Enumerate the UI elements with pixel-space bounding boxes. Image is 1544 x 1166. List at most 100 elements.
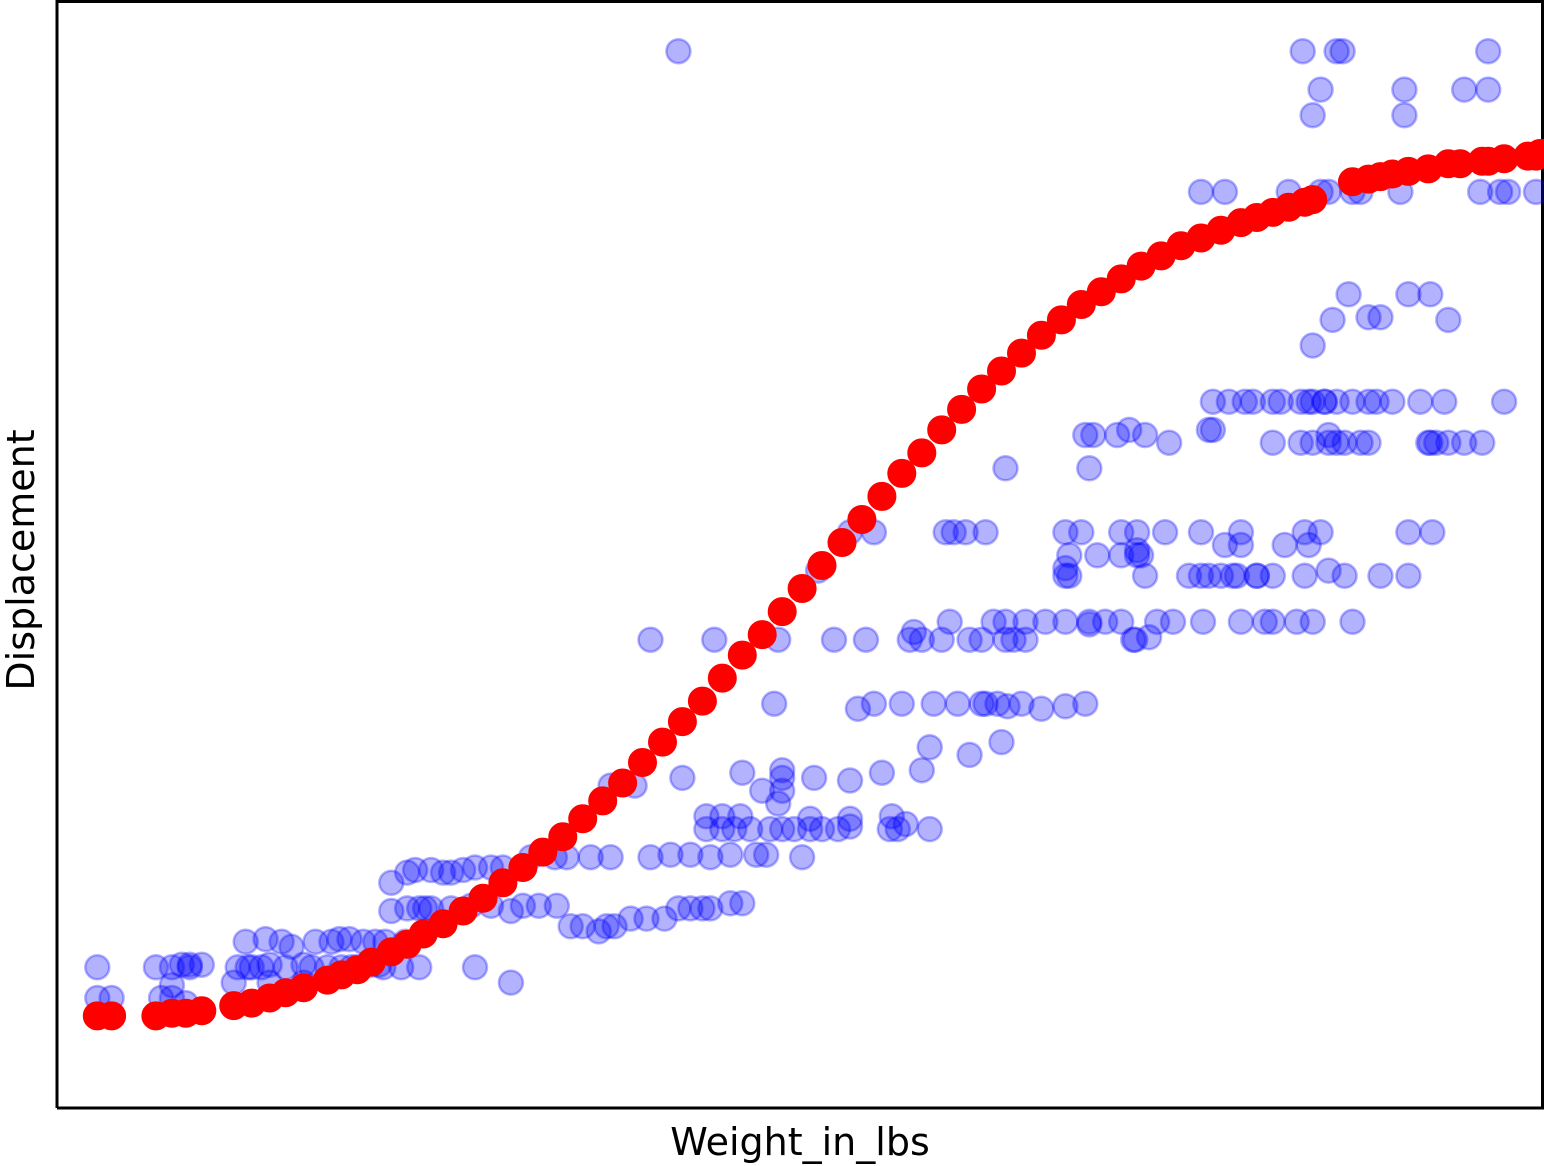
- observed-point: [940, 518, 967, 546]
- fitted-point: [847, 505, 877, 534]
- observed-point: [657, 841, 684, 868]
- fitted-point: [508, 853, 538, 882]
- observed-point: [1295, 531, 1322, 559]
- observed-point: [736, 815, 764, 843]
- observed-point: [1339, 388, 1366, 415]
- fitted-point: [1298, 185, 1328, 215]
- observed-point: [1123, 542, 1151, 569]
- observed-point: [752, 841, 780, 868]
- observed-point: [393, 859, 421, 886]
- observed-point: [1155, 429, 1183, 456]
- observed-point: [1223, 562, 1251, 590]
- observed-point: [756, 815, 784, 843]
- observed-point: [158, 971, 186, 999]
- observed-point: [1107, 518, 1135, 546]
- observed-point: [768, 764, 796, 792]
- observed-point: [1056, 542, 1083, 569]
- observed-point: [1131, 421, 1159, 449]
- observed-point: [932, 518, 959, 546]
- observed-point: [176, 954, 204, 981]
- observed-point: [796, 815, 824, 843]
- observed-point: [256, 951, 283, 978]
- fitted-point: [867, 481, 897, 511]
- fitted-point: [488, 868, 518, 898]
- observed-point: [336, 925, 363, 953]
- observed-point: [1032, 608, 1059, 636]
- observed-point: [1307, 76, 1334, 103]
- observed-point: [968, 690, 995, 717]
- observed-point: [760, 690, 788, 717]
- observed-point: [1315, 557, 1342, 584]
- observed-point: [936, 608, 963, 636]
- observed-point: [1068, 518, 1095, 546]
- observed-point: [278, 933, 305, 961]
- observed-point: [1119, 626, 1147, 653]
- observed-point: [1215, 388, 1243, 415]
- observed-point: [1391, 76, 1418, 103]
- observed-point: [637, 626, 664, 653]
- observed-point: [1052, 562, 1079, 590]
- observed-point: [868, 759, 896, 787]
- observed-point: [1307, 518, 1334, 546]
- observed-point: [1187, 178, 1215, 206]
- fitted-point: [1026, 320, 1056, 350]
- observed-point: [768, 815, 796, 843]
- observed-point: [1287, 429, 1314, 456]
- observed-point: [1419, 518, 1446, 546]
- observed-point: [701, 626, 728, 653]
- observed-point: [717, 890, 744, 917]
- observed-point: [1431, 388, 1458, 415]
- observed-point: [1417, 281, 1444, 308]
- observed-point: [401, 856, 429, 884]
- observed-point: [1012, 626, 1039, 653]
- observed-point: [318, 928, 345, 955]
- observed-point: [1072, 690, 1099, 717]
- observed-point: [1329, 37, 1356, 65]
- observed-point: [1468, 429, 1496, 456]
- observed-point: [1052, 554, 1079, 582]
- observed-point: [1494, 178, 1522, 206]
- observed-point: [268, 928, 295, 955]
- fitted-point: [548, 822, 578, 852]
- observed-point: [808, 815, 836, 843]
- fitted-point: [787, 574, 817, 603]
- observed-point: [956, 626, 983, 653]
- observed-point: [569, 913, 596, 940]
- observed-point: [1435, 306, 1462, 334]
- fitted-point: [528, 837, 558, 867]
- observed-point: [876, 815, 904, 843]
- y-axis-label: Displacement: [0, 429, 43, 690]
- observed-point: [1299, 429, 1326, 456]
- observed-point: [405, 954, 433, 981]
- observed-point: [429, 859, 457, 886]
- observed-point: [461, 854, 489, 881]
- observed-point: [780, 815, 808, 843]
- observed-point: [1486, 178, 1514, 206]
- observed-point: [669, 764, 696, 792]
- fitted-point: [987, 356, 1016, 386]
- observed-point: [1395, 562, 1422, 590]
- observed-point: [1450, 76, 1478, 103]
- observed-point: [1076, 608, 1103, 636]
- observed-point: [900, 618, 928, 646]
- observed-point: [764, 790, 792, 817]
- fitted-point: [588, 786, 618, 816]
- observed-point: [1199, 416, 1227, 444]
- observed-point: [908, 756, 936, 784]
- observed-point: [729, 890, 756, 917]
- observed-point: [884, 815, 912, 843]
- observed-point: [557, 913, 584, 940]
- observed-point: [1417, 429, 1444, 456]
- observed-point: [992, 608, 1019, 636]
- observed-point: [176, 951, 204, 978]
- observed-point: [1490, 388, 1518, 415]
- fitted-point: [568, 804, 598, 834]
- observed-series: [84, 37, 1544, 1017]
- observed-point: [1299, 332, 1326, 359]
- observed-point: [693, 803, 720, 830]
- observed-point: [238, 954, 265, 981]
- observed-point: [908, 626, 936, 653]
- observed-point: [1299, 101, 1326, 129]
- observed-point: [1363, 388, 1390, 415]
- fitted-point: [608, 768, 638, 798]
